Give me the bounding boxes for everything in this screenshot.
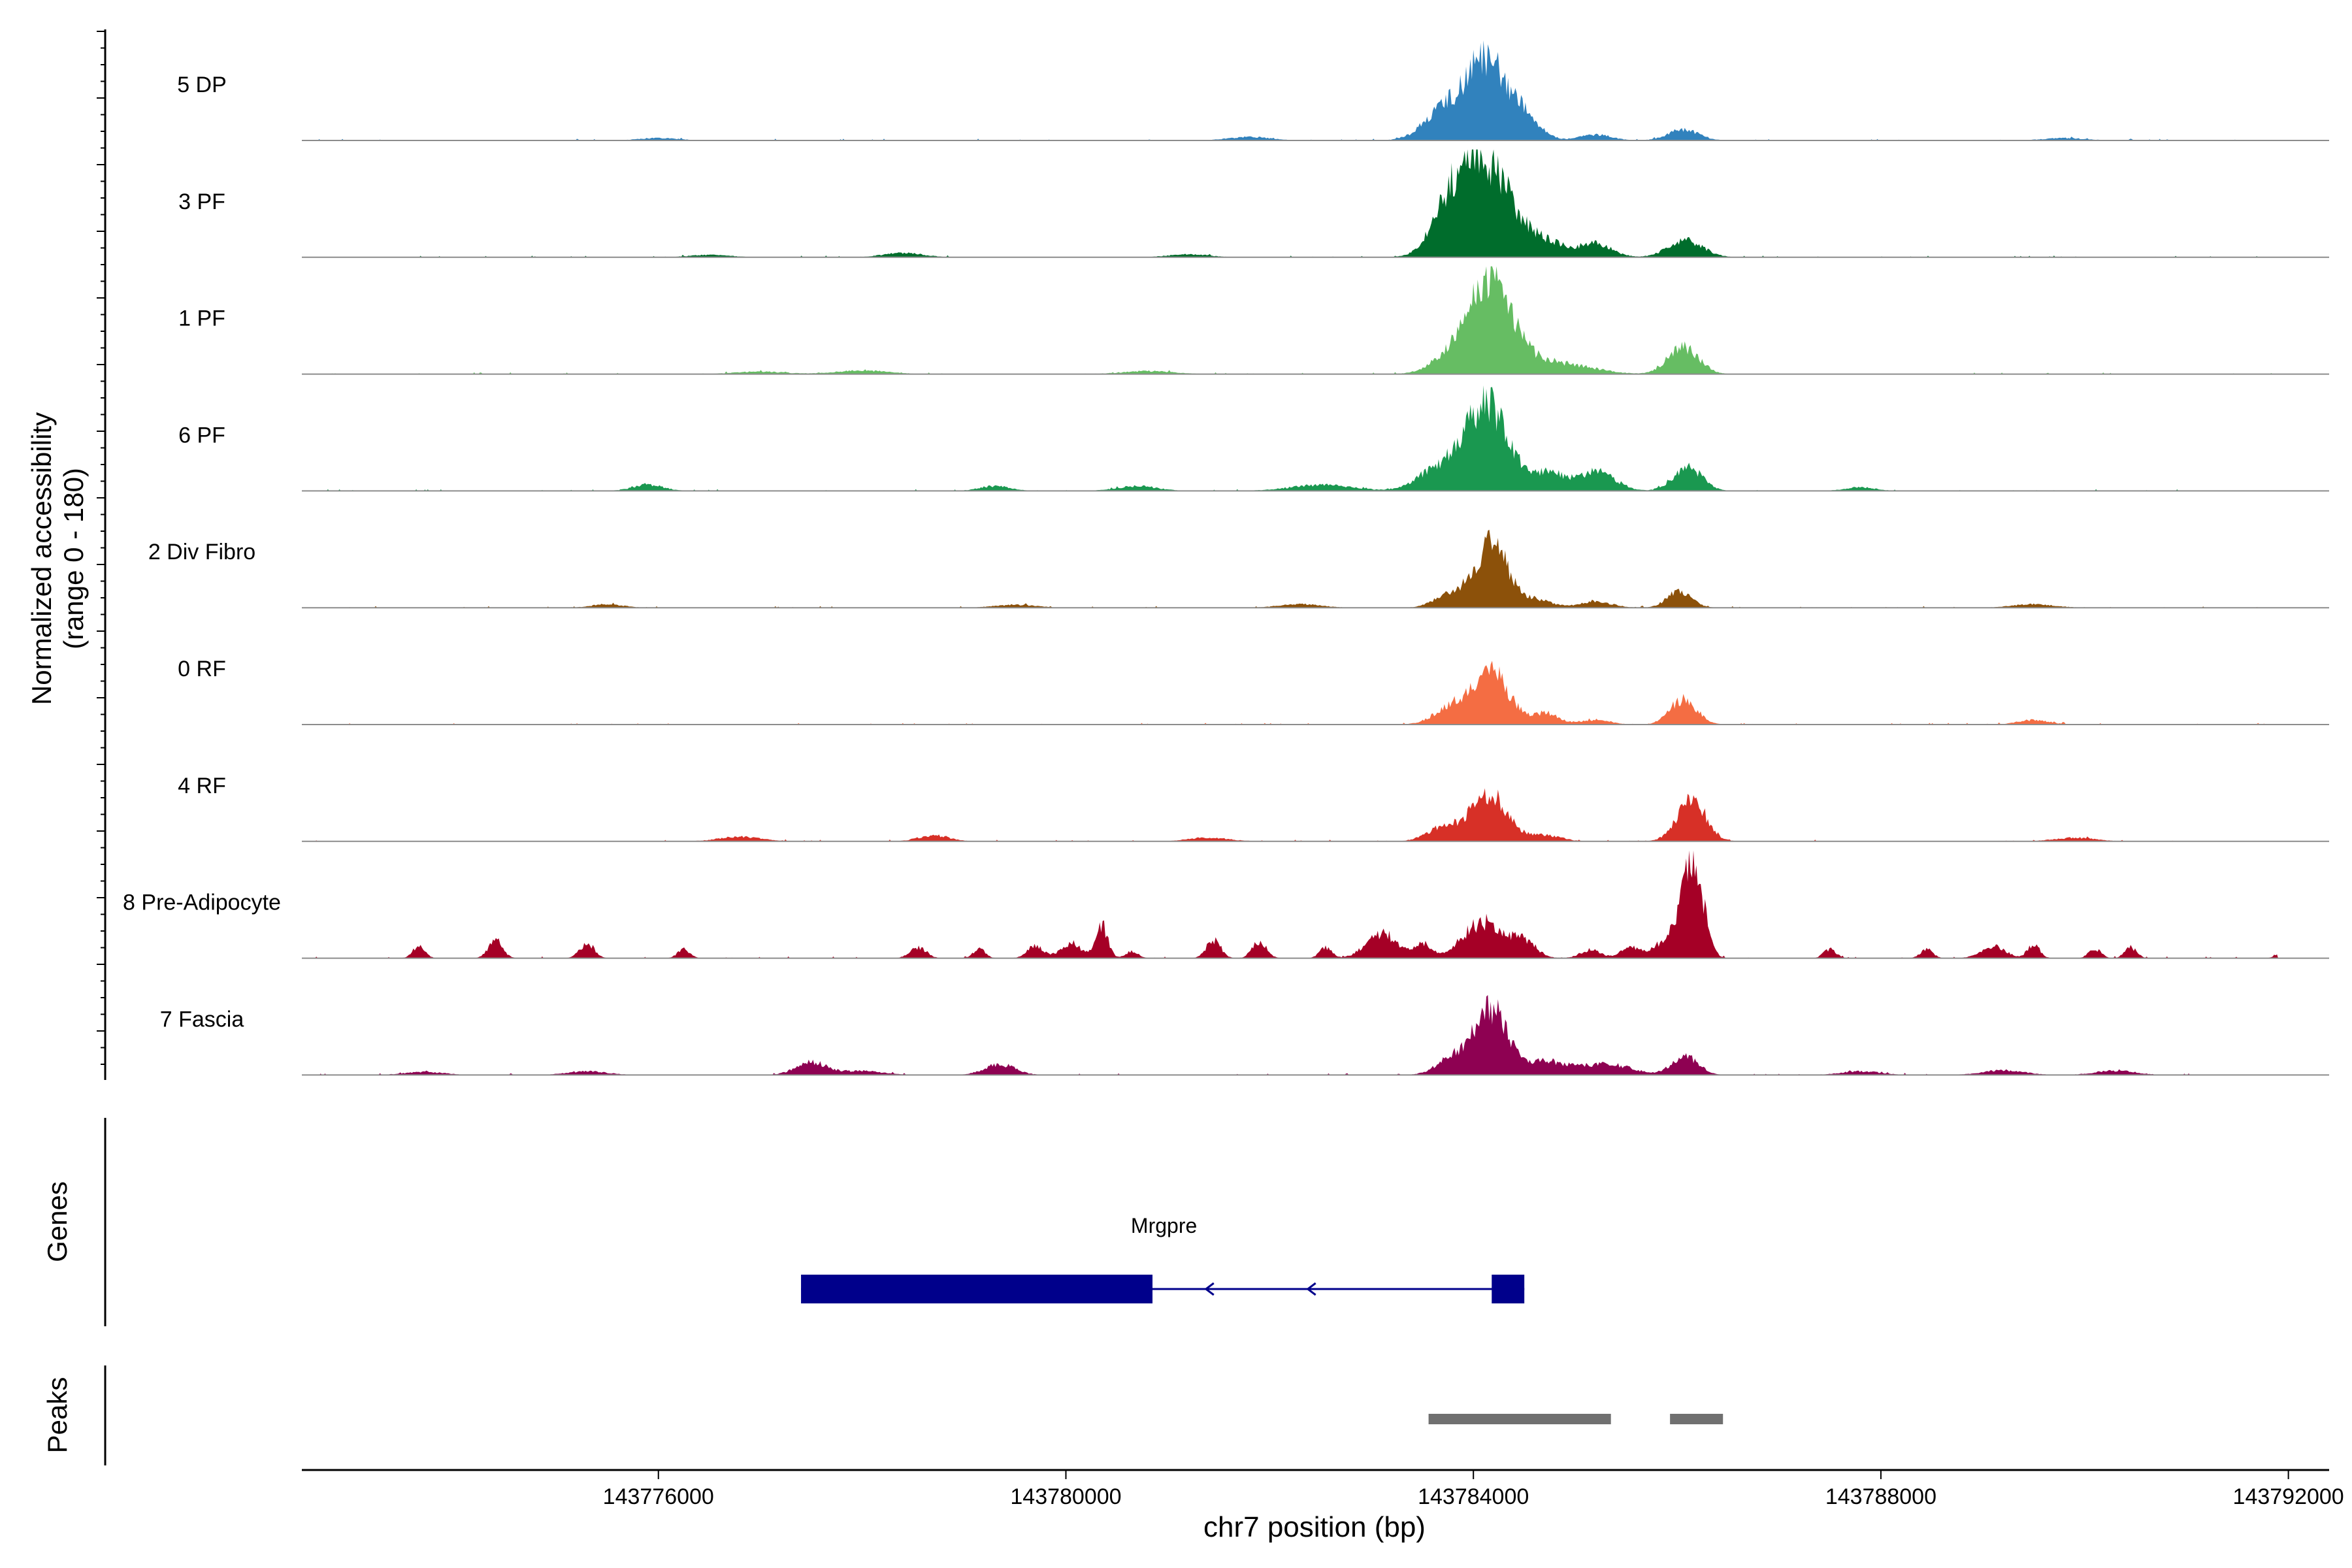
track-label: 8 Pre-Adipocyte bbox=[123, 890, 281, 915]
strand-arrow bbox=[1306, 1282, 1316, 1296]
coverage-track: 4 RF bbox=[178, 774, 2329, 842]
coverage-track: 7 Fascia bbox=[160, 995, 2329, 1076]
gene-annotation: Mrgpre bbox=[801, 1214, 1525, 1303]
track-label: 7 Fascia bbox=[160, 1007, 244, 1032]
track-area bbox=[302, 995, 2278, 1075]
gene-name-label: Mrgpre bbox=[1131, 1214, 1197, 1237]
track-label: 6 PF bbox=[178, 423, 225, 448]
x-axis-ticks: 143776000 143780000 143784000 143788000 1437… bbox=[603, 1470, 2344, 1509]
track-label: 2 Div Fibro bbox=[148, 540, 255, 564]
x-tick-label: 143788000 bbox=[1825, 1484, 1936, 1509]
track-area bbox=[302, 149, 2278, 257]
peaks-panel-title: Peaks bbox=[42, 1377, 73, 1454]
track-label: 5 DP bbox=[177, 73, 227, 97]
x-tick-label: 143792000 bbox=[2233, 1484, 2344, 1509]
track-area bbox=[302, 266, 2278, 374]
peak-region-bar bbox=[1670, 1414, 1723, 1424]
track-area bbox=[302, 788, 2278, 841]
coverage-track: 0 RF bbox=[178, 657, 2329, 725]
coverage-track: 1 PF bbox=[178, 266, 2329, 375]
y-axis-title-line1: Normalized accessibility bbox=[26, 412, 57, 705]
genes-panel-title: Genes bbox=[42, 1181, 73, 1262]
peak-region-bar bbox=[1428, 1414, 1611, 1424]
track-area bbox=[302, 385, 2278, 491]
gene-exon bbox=[1492, 1275, 1525, 1303]
x-tick-label: 143780000 bbox=[1010, 1484, 1121, 1509]
peak-regions bbox=[1428, 1414, 1723, 1424]
track-label: 1 PF bbox=[178, 306, 225, 331]
track-area bbox=[302, 40, 2278, 140]
strand-arrow bbox=[1204, 1282, 1215, 1296]
y-axis-title-line2: (range 0 - 180) bbox=[58, 468, 89, 649]
track-area bbox=[302, 661, 2278, 725]
coverage-track: 8 Pre-Adipocyte bbox=[123, 850, 2329, 959]
track-label: 0 RF bbox=[178, 657, 226, 681]
track-area bbox=[302, 850, 2278, 958]
x-tick-label: 143776000 bbox=[603, 1484, 714, 1509]
coverage-track: 2 Div Fibro bbox=[148, 529, 2329, 609]
track-area bbox=[302, 529, 2278, 608]
track-label: 3 PF bbox=[178, 189, 225, 214]
coverage-tracks: 5 DP 3 PF 1 PF 6 PF 2 Div Fibro 0 RF 4 RF 8 Pre… bbox=[123, 40, 2329, 1076]
coverage-track: 6 PF bbox=[178, 385, 2329, 492]
coverage-track: 3 PF bbox=[178, 149, 2329, 258]
x-axis-title: chr7 position (bp) bbox=[1203, 1511, 1426, 1543]
coverage-y-ticks bbox=[97, 31, 105, 1065]
gene-exon bbox=[801, 1275, 1153, 1303]
track-label: 4 RF bbox=[178, 774, 226, 798]
coverage-track: 5 DP bbox=[177, 40, 2329, 141]
x-tick-label: 143784000 bbox=[1418, 1484, 1529, 1509]
